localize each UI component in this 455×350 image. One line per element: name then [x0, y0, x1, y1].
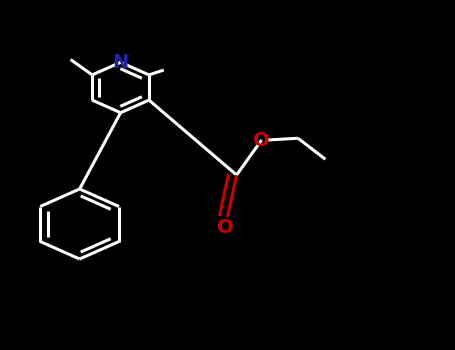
Text: N: N [112, 53, 129, 72]
Text: O: O [253, 131, 270, 149]
Text: O: O [217, 218, 233, 237]
